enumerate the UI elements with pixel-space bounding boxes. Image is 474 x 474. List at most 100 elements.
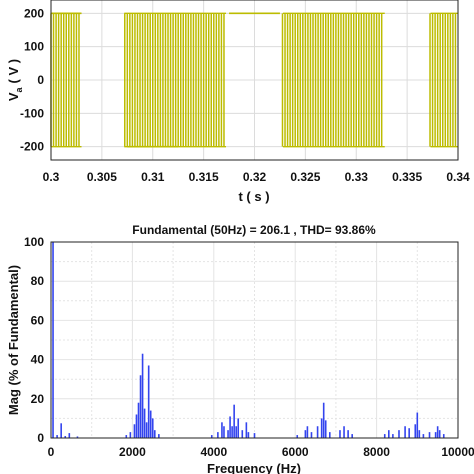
harmonic-bar — [422, 434, 425, 438]
y-tick-label: 60 — [31, 313, 45, 327]
y-tick-label: 40 — [31, 353, 45, 367]
harmonic-bar — [52, 242, 54, 438]
x-tick-label: 0.3 — [43, 170, 60, 184]
harmonic-bar — [442, 434, 445, 438]
harmonic-bar — [339, 430, 341, 438]
harmonic-bar — [434, 432, 437, 438]
harmonic-bar — [141, 353, 144, 438]
x-tick-labels: 0 2000 4000 6000 8000 10000 — [48, 445, 474, 459]
harmonic-bar — [76, 436, 79, 438]
harmonic-bar — [322, 402, 325, 438]
harmonic-bar — [392, 434, 394, 438]
harmonic-bar — [235, 426, 237, 438]
harmonic-bar — [436, 426, 439, 438]
harmonic-bar — [137, 402, 140, 438]
y-tick-label: -200 — [20, 140, 44, 154]
harmonic-bar — [133, 424, 136, 438]
x-tick-labels: 0.3 0.305 0.31 0.315 0.32 0.325 0.33 0.335 0.34 — [43, 170, 470, 184]
y-tick-label: 0 — [37, 431, 44, 445]
x-tick-label: 0.34 — [446, 170, 470, 184]
x-tick-label: 0.325 — [290, 170, 320, 184]
voltage-waveform — [50, 12, 458, 148]
harmonic-bar — [253, 433, 256, 438]
y-axis-label: Va ( V ) — [6, 59, 24, 101]
harmonic-bar — [328, 432, 331, 438]
plot-border — [50, 0, 459, 161]
x-tick-label: 0.31 — [141, 170, 165, 184]
harmonic-bar — [153, 430, 156, 438]
harmonic-bar — [145, 422, 148, 438]
y-tick-label: 100 — [24, 235, 44, 249]
harmonic-bar — [404, 426, 406, 438]
harmonic-bar — [351, 434, 353, 438]
x-axis-label: Frequency (Hz) — [207, 461, 301, 474]
chart-title: Fundamental (50Hz) = 206.1 , THD= 93.86% — [132, 223, 376, 237]
x-tick-label: 8000 — [363, 445, 390, 459]
harmonic-bar — [408, 428, 410, 438]
harmonic-bar — [149, 410, 152, 438]
harmonic-bar — [139, 375, 142, 438]
harmonic-bar — [125, 435, 128, 438]
harmonic-bar — [418, 430, 421, 438]
harmonic-bar — [383, 434, 386, 438]
harmonic-bar — [210, 435, 213, 438]
x-tick-label: 4000 — [200, 445, 227, 459]
x-tick-label: 0.335 — [392, 170, 422, 184]
y-axis-label-text: Va ( V ) — [6, 59, 24, 101]
y-tick-label: 20 — [31, 392, 45, 406]
plot-border — [50, 241, 459, 439]
voltage-time-chart: 0.3 0.305 0.31 0.315 0.32 0.325 0.33 0.335 0.34 … — [6, 0, 470, 204]
x-tick-label: 2000 — [119, 445, 146, 459]
harmonic-bar — [306, 426, 309, 438]
harmonic-bar — [310, 432, 313, 438]
x-tick-label: 0.32 — [243, 170, 267, 184]
harmonic-bars — [52, 242, 445, 438]
harmonic-bar — [56, 435, 58, 438]
harmonic-bar — [324, 420, 327, 438]
x-tick-label: 6000 — [282, 445, 309, 459]
harmonic-bar — [304, 430, 307, 438]
harmonic-bar — [223, 426, 225, 438]
harmonic-bar — [296, 435, 299, 438]
y-axis-label-unit: ( V ) — [6, 59, 21, 84]
harmonic-bar — [245, 422, 248, 438]
harmonic-bar — [414, 424, 417, 438]
harmonic-bar — [68, 433, 71, 438]
y-tick-labels: 200 100 0 -100 -200 — [20, 6, 44, 153]
harmonic-bar — [231, 426, 233, 438]
harmonic-bar — [247, 432, 250, 438]
harmonic-bar — [347, 430, 349, 438]
harmonic-bar — [221, 422, 223, 438]
y-axis-label: Mag (% of Fundamental) — [6, 265, 21, 415]
harmonic-bar — [227, 430, 229, 438]
harmonic-bar — [438, 430, 441, 438]
harmonic-bar — [217, 432, 219, 438]
harmonic-bar — [229, 416, 231, 438]
harmonic-bar — [398, 430, 400, 438]
y-tick-label: 100 — [24, 40, 44, 54]
y-axis-label-subscript: a — [14, 86, 24, 92]
harmonic-bar — [147, 365, 150, 438]
harmonic-bar — [233, 404, 235, 438]
harmonic-bar — [428, 432, 431, 438]
harmonic-bar — [143, 408, 146, 438]
y-tick-label: 0 — [37, 73, 44, 87]
y-tick-label: 80 — [31, 274, 45, 288]
x-axis-label: t ( s ) — [238, 189, 269, 204]
harmonic-bar — [158, 434, 160, 438]
harmonic-bar — [320, 418, 323, 438]
x-tick-label: 10000 — [441, 445, 474, 459]
x-tick-label: 0.315 — [189, 170, 219, 184]
harmonic-bar — [135, 414, 138, 438]
y-tick-labels: 100 80 60 40 20 0 — [24, 235, 44, 445]
y-tick-label: 200 — [24, 6, 44, 20]
harmonic-bar — [60, 423, 62, 438]
harmonic-bar — [129, 432, 132, 438]
x-tick-label: 0.33 — [345, 170, 369, 184]
x-tick-label: 0.305 — [87, 170, 117, 184]
fft-spectrum-chart: Fundamental (50Hz) = 206.1 , THD= 93.86%… — [6, 223, 474, 474]
harmonic-bar — [343, 426, 345, 438]
harmonic-bar — [237, 418, 240, 438]
y-tick-label: -100 — [20, 106, 44, 120]
